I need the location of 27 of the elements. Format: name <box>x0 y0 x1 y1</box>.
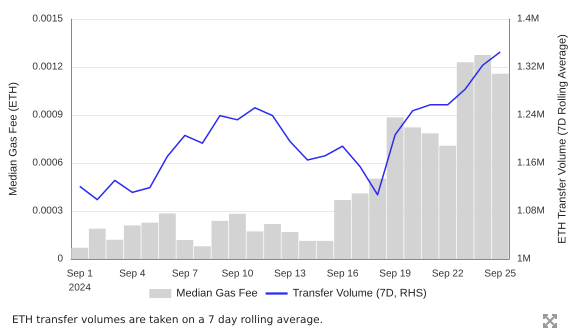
x-tick-label: Sep 19 <box>379 268 412 280</box>
y2-tick-label: 1.32M <box>517 62 545 72</box>
y2-tick-label: 1M <box>517 254 531 264</box>
y2-tick-label: 1.4M <box>517 14 540 24</box>
y-axis-title: Median Gas Fee (ETH) <box>8 82 20 196</box>
legend-label: Median Gas Fee <box>176 288 258 300</box>
x-tick-label: Sep 13 <box>274 268 306 280</box>
x-tick-label: Sep 25 <box>484 268 517 280</box>
y-tick-label: 0.0009 <box>32 110 64 120</box>
x-tick-label: Sep 22 <box>432 268 464 280</box>
y2-tick-label: 1.08M <box>517 206 545 216</box>
x-tick-label: Sep 4 <box>119 268 146 280</box>
y2-axis-title: ETH Transfer Volume (7D Rolling Average) <box>556 34 568 244</box>
text: ETH transfer volumes are taken on a 7 day rolling average. <box>12 314 323 326</box>
y-tick-label: 0.0015 <box>32 14 64 24</box>
x-tick-label: Sep 7 <box>172 268 198 280</box>
y2-tick-label: 1.16M <box>517 158 545 168</box>
y-tick-label: 0.0003 <box>32 206 64 216</box>
y-tick-label: 0 <box>57 254 64 264</box>
x-tick-label: Sep 16 <box>326 268 359 280</box>
line-series <box>79 51 501 200</box>
legend-label: Transfer Volume (7D, RHS) <box>292 288 427 300</box>
y-tick-label: 0.0012 <box>32 62 64 72</box>
y2-tick-label: 1.24M <box>517 110 545 120</box>
x-tick-label: Sep 1 2024 <box>66 268 94 294</box>
x-tick-label: Sep 10 <box>222 268 254 280</box>
y-tick-label: 0.0006 <box>32 158 64 168</box>
